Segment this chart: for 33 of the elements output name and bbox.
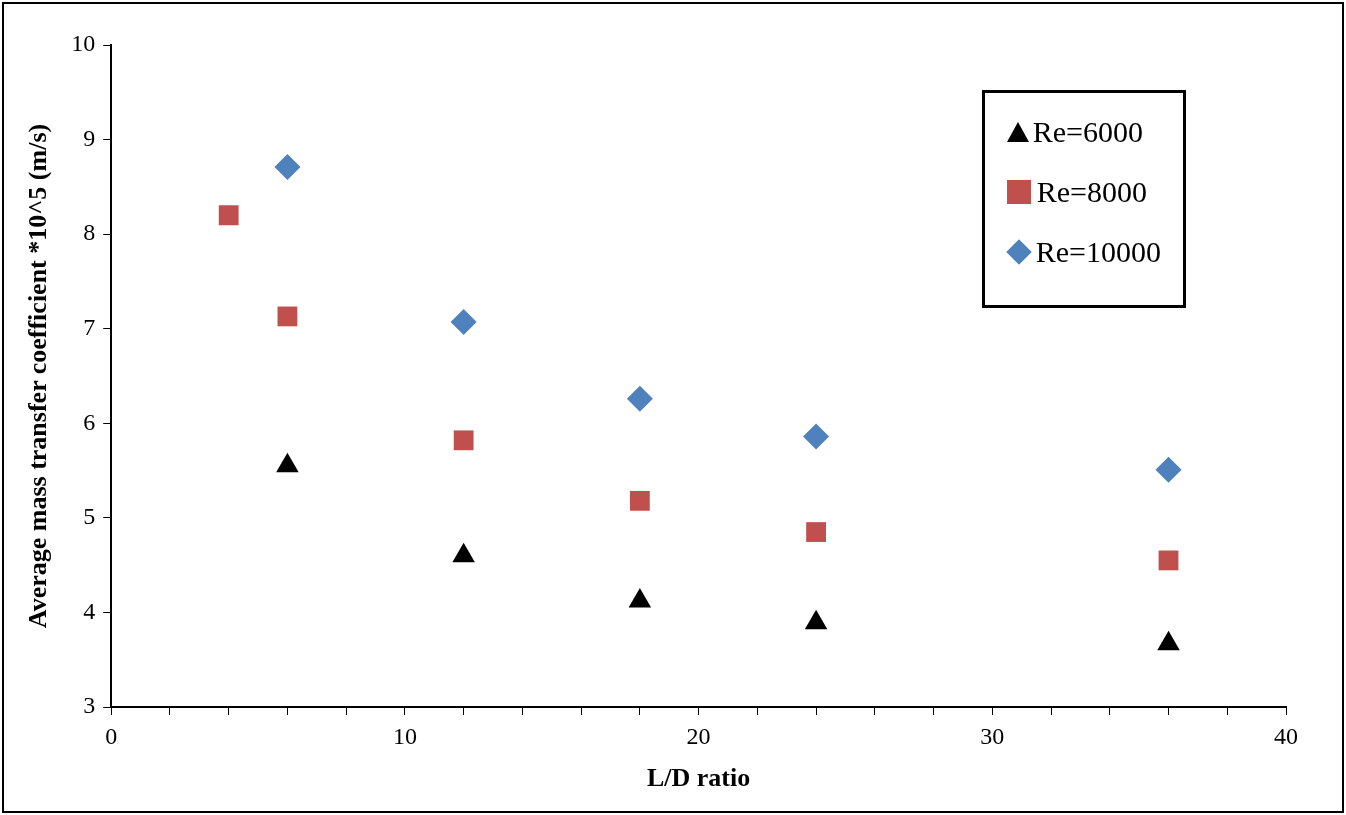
point bbox=[1157, 630, 1180, 651]
point bbox=[803, 423, 830, 450]
point bbox=[453, 430, 474, 451]
x-tick-label: 40 bbox=[1274, 722, 1298, 749]
y-tick-label: 8 bbox=[83, 219, 96, 246]
y-tick-label: 5 bbox=[83, 503, 96, 530]
y-axis-title: Average mass transfer coefficient *10^5 (m/s) bbox=[23, 123, 53, 629]
legend-label: Re=6000 bbox=[1032, 115, 1143, 149]
point bbox=[218, 205, 239, 226]
point bbox=[626, 385, 653, 412]
legend-label: Re=10000 bbox=[1035, 235, 1161, 269]
legend-label: Re=8000 bbox=[1036, 175, 1147, 209]
point bbox=[806, 522, 826, 542]
y-tick-label: 4 bbox=[83, 597, 96, 624]
point bbox=[277, 306, 298, 327]
x-tick-label: 0 bbox=[105, 722, 118, 749]
x-tick-label: 10 bbox=[392, 722, 417, 749]
point bbox=[452, 542, 475, 563]
point bbox=[628, 588, 652, 608]
y-tick-label: 6 bbox=[83, 408, 96, 435]
x-tick-label: 30 bbox=[980, 722, 1005, 749]
point bbox=[629, 490, 650, 511]
y-tick-label: 9 bbox=[83, 124, 96, 151]
y-tick-label: 3 bbox=[83, 692, 96, 719]
point bbox=[1155, 456, 1182, 483]
x-axis-title: L/D ratio bbox=[646, 763, 751, 793]
x-tick-label: 20 bbox=[686, 722, 711, 749]
point bbox=[450, 309, 477, 336]
point bbox=[274, 154, 301, 180]
y-tick-label: 7 bbox=[83, 314, 96, 341]
y-tick-label: 10 bbox=[71, 30, 96, 57]
point bbox=[1158, 550, 1179, 571]
point bbox=[804, 609, 828, 630]
